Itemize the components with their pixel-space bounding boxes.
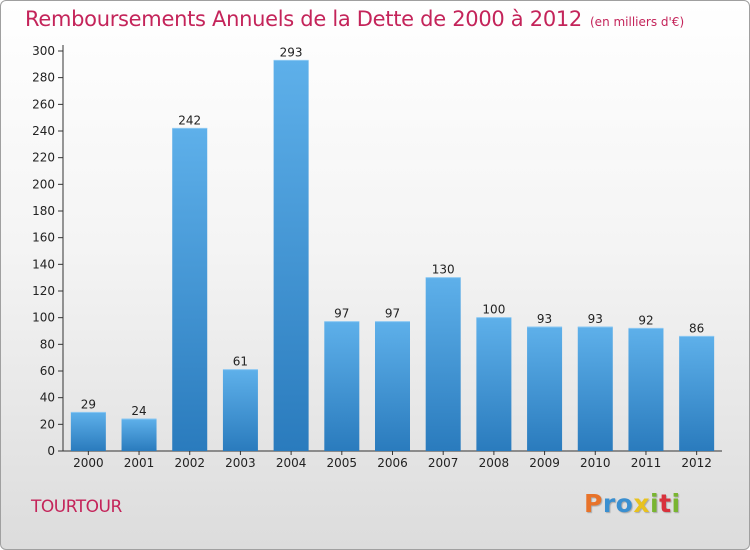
y-tick-label: 280 — [32, 71, 55, 85]
x-tick-label-2009: 2009 — [529, 456, 560, 470]
proxiti-logo: Proxiti — [584, 489, 681, 518]
y-tick-label: 40 — [40, 391, 55, 405]
x-tick-label-2001: 2001 — [124, 456, 155, 470]
labels: 29 2000 24 2001 242 2002 61 2003 293 2004 97 2005 97… — [73, 45, 712, 470]
logo-letter: P — [584, 489, 603, 518]
bar-2010 — [577, 327, 613, 451]
y-tick-label: 220 — [32, 151, 55, 165]
logo-letter: i — [671, 489, 681, 518]
axes: 0 20 40 60 80 100 120 140 160 180 200 220 240 260 280 3… — [32, 44, 722, 458]
logo-letter: t — [659, 489, 672, 518]
value-label-2005: 97 — [334, 307, 349, 321]
y-tick-label: 120 — [32, 284, 55, 298]
y-tick-label: 300 — [32, 44, 55, 58]
bar-2002 — [172, 128, 208, 451]
value-label-2003: 61 — [233, 355, 248, 369]
bar-2001 — [121, 419, 157, 451]
bar-2009 — [527, 327, 563, 451]
x-tick-label-2012: 2012 — [681, 456, 712, 470]
commune-name: TOURTOUR — [31, 497, 122, 517]
bar-2004 — [273, 60, 309, 451]
y-tick-label: 0 — [47, 444, 55, 458]
logo-letter: x — [633, 489, 650, 518]
value-label-2010: 93 — [588, 312, 603, 326]
x-tick-label-2002: 2002 — [174, 456, 205, 470]
x-tick-label-2004: 2004 — [276, 456, 307, 470]
x-tick-label-2011: 2011 — [631, 456, 662, 470]
bar-2000 — [70, 412, 106, 451]
bar-2011 — [628, 328, 664, 451]
x-tick-label-2007: 2007 — [428, 456, 459, 470]
y-tick-label: 200 — [32, 177, 55, 191]
x-tick-label-2005: 2005 — [327, 456, 358, 470]
y-tick-label: 80 — [40, 337, 55, 351]
bar-2007 — [425, 277, 461, 451]
logo-letter: i — [650, 489, 660, 518]
value-label-2000: 29 — [81, 397, 96, 411]
chart-title: Remboursements Annuels de la Dette de 20… — [25, 7, 684, 31]
bar-2008 — [476, 317, 512, 451]
y-tick-label: 240 — [32, 124, 55, 138]
y-tick-label: 100 — [32, 311, 55, 325]
chart-title-text: Remboursements Annuels de la Dette de 20… — [25, 7, 582, 31]
value-label-2006: 97 — [385, 307, 400, 321]
value-label-2002: 242 — [178, 113, 201, 127]
value-label-2008: 100 — [482, 303, 505, 317]
value-label-2009: 93 — [537, 312, 552, 326]
y-tick-label: 260 — [32, 97, 55, 111]
bar-2005 — [324, 321, 360, 451]
unit-note: (en milliers d'€) — [590, 15, 685, 29]
x-tick-label-2000: 2000 — [73, 456, 104, 470]
bar-2003 — [222, 369, 258, 451]
bar-2012 — [679, 336, 715, 451]
value-label-2001: 24 — [131, 404, 146, 418]
x-tick-label-2008: 2008 — [479, 456, 510, 470]
y-tick-label: 140 — [32, 257, 55, 271]
x-tick-label-2010: 2010 — [580, 456, 611, 470]
y-tick-label: 60 — [40, 364, 55, 378]
value-label-2007: 130 — [432, 263, 455, 277]
y-tick-label: 180 — [32, 204, 55, 218]
value-label-2004: 293 — [280, 45, 303, 59]
value-label-2012: 86 — [689, 321, 704, 335]
x-tick-label-2003: 2003 — [225, 456, 256, 470]
y-tick-label: 20 — [40, 417, 55, 431]
value-label-2011: 92 — [638, 313, 653, 327]
y-tick-label: 160 — [32, 231, 55, 245]
x-tick-label-2006: 2006 — [377, 456, 408, 470]
bars — [70, 59, 715, 451]
logo-letter: o — [615, 489, 634, 518]
logo-letter: r — [602, 489, 616, 518]
bar-2006 — [375, 321, 410, 451]
